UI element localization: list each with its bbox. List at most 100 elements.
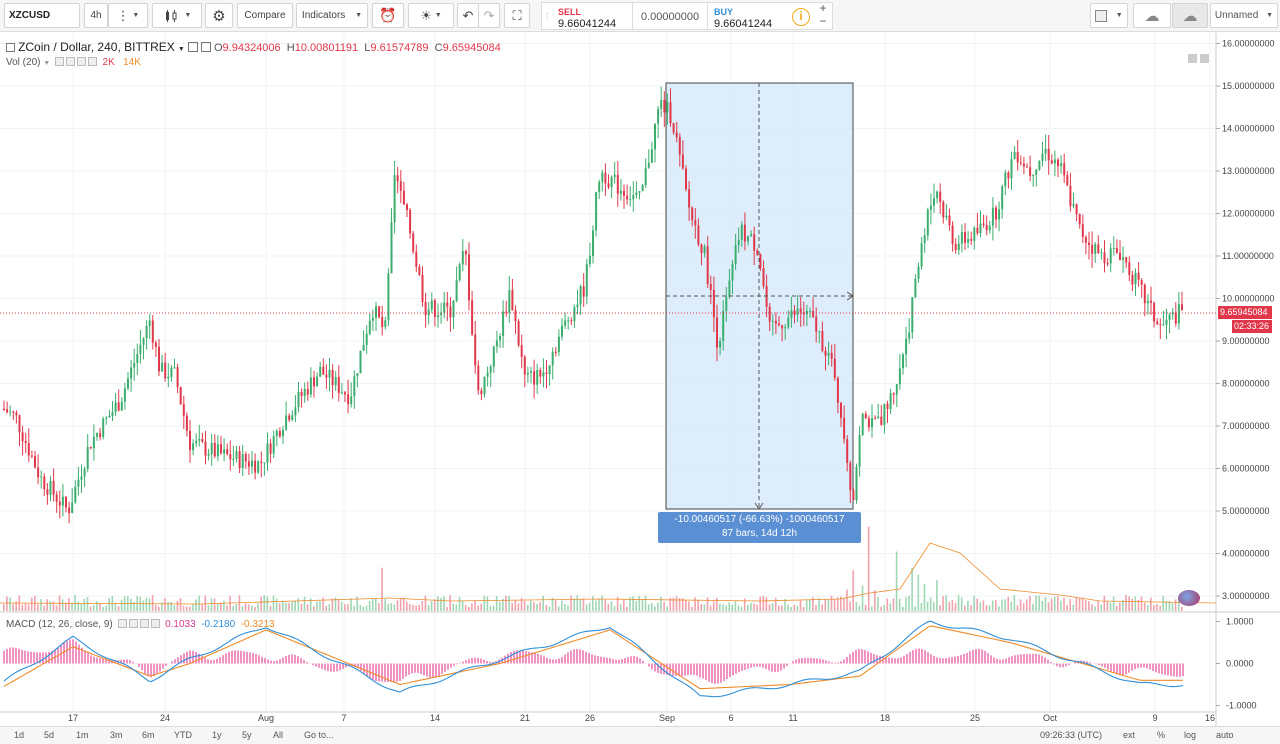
volume-bar <box>68 598 70 611</box>
candle-body <box>158 346 160 372</box>
candle-body <box>334 377 337 386</box>
candle-body <box>762 268 765 286</box>
candle-body <box>1075 204 1078 215</box>
volume-bar <box>914 606 916 611</box>
percent-toggle[interactable]: % <box>1157 730 1166 740</box>
chevron-down-icon[interactable]: ▼ <box>177 46 185 53</box>
utc-clock[interactable]: 09:26:33 (UTC) <box>1040 730 1103 740</box>
auto-toggle[interactable]: auto <box>1216 730 1234 740</box>
volume-bar <box>933 602 935 611</box>
settings-icon[interactable] <box>128 619 138 628</box>
settings-button[interactable]: ⚙ <box>205 3 233 28</box>
ext-toggle[interactable]: ext <box>1123 730 1136 740</box>
low-label: L <box>364 42 371 54</box>
volume-bar <box>867 526 870 611</box>
chart-title[interactable]: ZCoin / Dollar, 240, BITTREX <box>18 40 175 54</box>
sell-button[interactable]: ⁞ SELL 9.66041244 <box>541 2 633 30</box>
chart-style-button[interactable]: ▼ <box>152 3 202 28</box>
flag-badge-icon[interactable] <box>1178 590 1200 606</box>
fullscreen-button[interactable]: ⛶ <box>504 3 530 28</box>
volume-bar <box>923 583 926 611</box>
candle-body <box>427 309 430 316</box>
chevron-down-icon[interactable]: ▼ <box>43 60 51 67</box>
interval-button[interactable]: 4h <box>84 3 108 28</box>
theme-button[interactable]: ☀ ▼ <box>408 3 454 28</box>
range-1d[interactable]: 1d <box>14 730 25 740</box>
alert-button[interactable]: ⏰ <box>372 3 404 28</box>
candle-body <box>322 366 325 375</box>
range-3m[interactable]: 3m <box>110 730 123 740</box>
candle-body <box>712 289 715 318</box>
symbol-search-input[interactable]: XZCUSD <box>4 3 80 28</box>
log-toggle[interactable]: log <box>1184 730 1197 740</box>
compare-label: Compare <box>244 10 286 21</box>
load-layout-button[interactable]: ☁ <box>1133 3 1171 28</box>
volume-bar <box>89 606 92 611</box>
close-icon[interactable] <box>87 57 97 66</box>
compare-button[interactable]: Compare <box>237 3 293 28</box>
quantity-stepper[interactable]: + − <box>819 1 827 28</box>
close-label: C <box>434 42 443 54</box>
volume-bar <box>799 599 802 611</box>
candle-body <box>688 189 691 208</box>
range-all[interactable]: All <box>273 730 284 740</box>
candle-body <box>244 454 247 462</box>
candle-body <box>771 320 774 322</box>
volume-bar <box>626 606 628 611</box>
candle-body <box>1165 319 1168 325</box>
minimize-pane-icon[interactable] <box>1199 54 1209 63</box>
range-5y[interactable]: 5y <box>242 730 252 740</box>
eye-icon[interactable] <box>187 42 198 52</box>
measure-label: -10.00460517 (-66.63%) -1000460517 87 ba… <box>658 512 861 543</box>
eye-icon[interactable] <box>54 57 64 66</box>
volume-bar <box>517 603 520 611</box>
range-6m[interactable]: 6m <box>142 730 155 740</box>
close-icon[interactable] <box>150 619 160 628</box>
range-1m[interactable]: 1m <box>76 730 89 740</box>
save-layout-button[interactable]: ☁ <box>1172 3 1208 28</box>
interval-menu-button[interactable]: ⋮ ▼ <box>108 3 148 28</box>
redo-button[interactable]: ↷ <box>478 3 500 28</box>
maximize-pane-icon[interactable] <box>1188 54 1197 63</box>
buy-button[interactable]: BUY 9.66041244 i <box>707 2 833 30</box>
add-icon[interactable] <box>139 619 149 628</box>
price-chart[interactable]: 16.00000000 15.00000000 14.00000000 13.0000… <box>0 33 1280 726</box>
volume-bar <box>412 604 414 611</box>
price-tick-label: 4.00000000 <box>1222 549 1270 559</box>
chart-area[interactable]: 16.00000000 15.00000000 14.00000000 13.0000… <box>0 33 1280 726</box>
candle-body <box>96 433 98 437</box>
volume-bar <box>272 595 275 611</box>
pane-controls[interactable] <box>1188 54 1209 66</box>
indicators-button[interactable]: Indicators ▼ <box>296 3 368 28</box>
range-5d[interactable]: 5d <box>44 730 55 740</box>
candle-body <box>1088 242 1090 245</box>
layout-name-button[interactable]: Unnamed ▼ <box>1210 3 1278 28</box>
settings-icon[interactable] <box>200 42 211 52</box>
candle-body <box>536 370 539 385</box>
volume-bar <box>660 596 662 611</box>
volume-bar <box>548 606 551 611</box>
candle-body <box>319 366 322 377</box>
add-icon[interactable] <box>76 57 86 66</box>
volume-label[interactable]: Vol (20) <box>6 57 41 68</box>
candle-body <box>328 369 331 378</box>
macd-label[interactable]: MACD (12, 26, close, 9) <box>6 619 113 630</box>
volume-bar <box>282 600 284 611</box>
range-1y[interactable]: 1y <box>212 730 222 740</box>
undo-button[interactable]: ↶ <box>457 3 479 28</box>
volume-bar <box>874 590 876 611</box>
volume-bar <box>703 604 706 611</box>
collapse-icon[interactable] <box>6 43 15 52</box>
settings-icon[interactable] <box>65 57 75 66</box>
candle-body <box>474 334 477 366</box>
candle-body <box>570 320 573 322</box>
info-icon[interactable]: i <box>792 8 810 26</box>
drawing-color-button[interactable]: ▼ <box>1090 3 1128 28</box>
range-ytd[interactable]: YTD <box>174 730 192 740</box>
candle-body <box>505 311 508 313</box>
eye-icon[interactable] <box>117 619 127 628</box>
volume-bar <box>244 603 247 611</box>
candle-body <box>387 273 390 321</box>
goto-button[interactable]: Go to... <box>304 730 334 740</box>
candle-body <box>368 320 371 334</box>
